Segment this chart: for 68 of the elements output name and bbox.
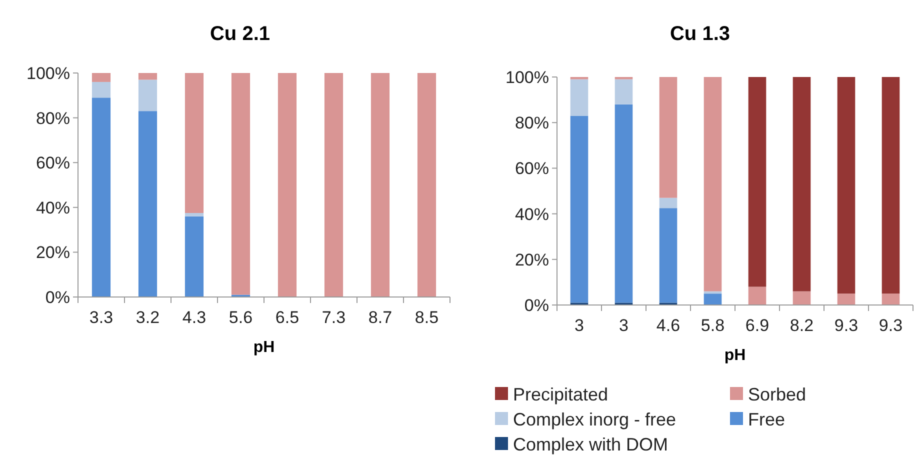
x-tick-label: 5.8 [700, 316, 725, 335]
bar [704, 77, 722, 292]
bar [184, 213, 204, 216]
legend-label: Precipitated [513, 384, 608, 404]
bar [659, 198, 678, 208]
x-tick-label: 4.6 [656, 316, 680, 335]
bar [92, 73, 111, 82]
x-axis-title: pH [724, 347, 746, 364]
bar [882, 294, 900, 305]
x-tick-label: 3.3 [89, 308, 114, 327]
y-tick-label: 0% [45, 288, 70, 307]
x-tick-label: 5.6 [228, 308, 253, 327]
y-tick-label: 80% [514, 114, 549, 133]
bar [570, 79, 588, 116]
y-tick-label: 20% [514, 250, 549, 270]
bar [138, 111, 158, 297]
bar [417, 73, 436, 297]
bar [184, 216, 204, 297]
bar [614, 79, 633, 104]
x-tick-label: 6.5 [275, 308, 300, 327]
bar [792, 77, 811, 292]
y-tick-label: 60% [36, 154, 70, 173]
bar [614, 104, 633, 303]
bar [324, 73, 344, 297]
y-tick-label: 40% [36, 198, 70, 218]
chart-title: Cu 1.3 [670, 23, 730, 45]
x-tick-label: 3 [574, 316, 584, 335]
y-tick-label: 0% [524, 296, 549, 315]
y-tick-label: 40% [514, 204, 549, 224]
bar [138, 80, 158, 112]
legend-label: Sorbed [748, 384, 806, 404]
bar [704, 294, 722, 305]
bar [184, 73, 204, 213]
y-tick-label: 80% [36, 108, 70, 128]
x-tick-label: 7.3 [322, 308, 346, 327]
bar [92, 82, 111, 98]
y-tick-label: 100% [506, 68, 549, 87]
bar [659, 208, 678, 303]
bar [792, 291, 811, 305]
x-tick-label: 3 [619, 316, 628, 335]
bar [138, 73, 158, 80]
y-tick-label: 20% [36, 243, 70, 262]
bar [278, 73, 297, 297]
bar [748, 286, 766, 305]
y-tick-label: 100% [26, 64, 70, 83]
legend-label: Complex with DOM [513, 434, 668, 454]
legend-label: Complex inorg - free [513, 409, 676, 430]
bar [92, 98, 111, 297]
x-axis-title: pH [253, 339, 275, 356]
x-tick-label: 8.7 [368, 308, 392, 327]
bar [570, 116, 588, 303]
bar [231, 73, 250, 295]
x-tick-label: 4.3 [182, 308, 206, 327]
legend-label: Free [748, 409, 786, 430]
x-tick-label: 8.2 [790, 316, 814, 335]
x-tick-label: 9.3 [878, 316, 903, 335]
bar [837, 294, 856, 305]
y-tick-label: 60% [514, 159, 549, 178]
bar [882, 77, 900, 294]
x-tick-label: 9.3 [834, 316, 858, 335]
bar [837, 77, 856, 294]
x-tick-label: 3.2 [136, 308, 160, 327]
x-tick-label: 8.5 [414, 308, 439, 327]
chart-title: Cu 2.1 [210, 23, 270, 45]
bar [659, 77, 678, 198]
x-tick-label: 6.9 [745, 316, 770, 335]
bar [748, 77, 766, 287]
bar [370, 73, 390, 297]
